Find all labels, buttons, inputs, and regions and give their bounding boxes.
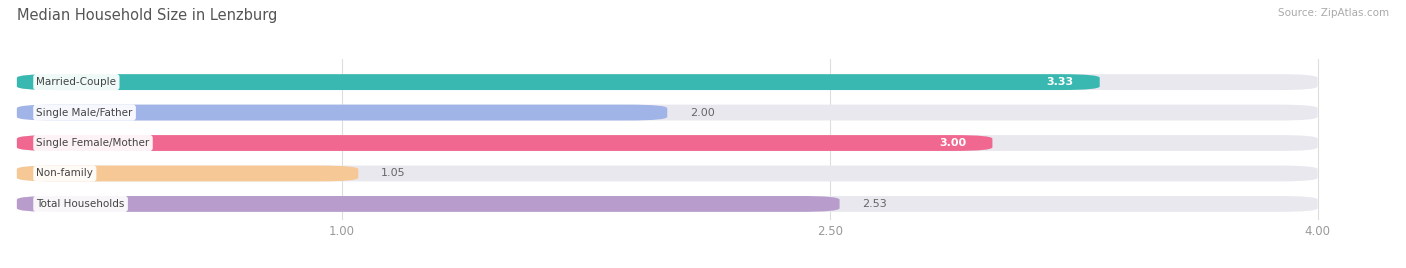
Text: Married-Couple: Married-Couple <box>37 77 117 87</box>
FancyBboxPatch shape <box>17 196 1317 212</box>
Text: Single Male/Father: Single Male/Father <box>37 107 132 118</box>
Text: 3.33: 3.33 <box>1046 77 1074 87</box>
FancyBboxPatch shape <box>17 166 359 181</box>
FancyBboxPatch shape <box>17 196 839 212</box>
FancyBboxPatch shape <box>17 74 1317 90</box>
FancyBboxPatch shape <box>17 74 1099 90</box>
FancyBboxPatch shape <box>17 135 1317 151</box>
Text: Source: ZipAtlas.com: Source: ZipAtlas.com <box>1278 8 1389 18</box>
Text: Total Households: Total Households <box>37 199 125 209</box>
FancyBboxPatch shape <box>17 135 993 151</box>
FancyBboxPatch shape <box>17 166 1317 181</box>
Text: Non-family: Non-family <box>37 169 93 178</box>
Text: Single Female/Mother: Single Female/Mother <box>37 138 149 148</box>
Text: 3.00: 3.00 <box>939 138 966 148</box>
Text: Median Household Size in Lenzburg: Median Household Size in Lenzburg <box>17 8 277 23</box>
FancyBboxPatch shape <box>17 105 1317 121</box>
Text: 2.00: 2.00 <box>690 107 714 118</box>
Text: 1.05: 1.05 <box>381 169 406 178</box>
FancyBboxPatch shape <box>17 105 668 121</box>
Text: 2.53: 2.53 <box>862 199 887 209</box>
